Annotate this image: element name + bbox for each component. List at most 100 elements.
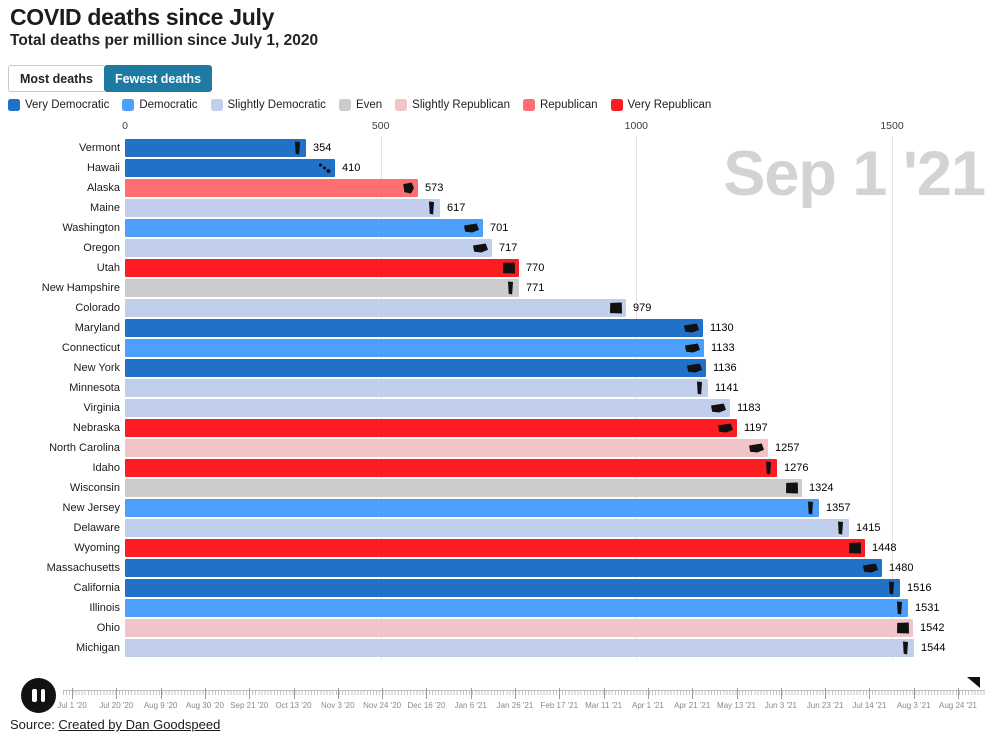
legend-item: Slightly Democratic [210,99,326,111]
page-title: COVID deaths since July [10,4,275,30]
state-bar [125,259,519,277]
legend-swatch [210,99,223,111]
source-link[interactable]: Created by Dan Goodspeed [58,717,221,732]
timeline-tick-label: Aug 9 '20 [143,701,178,710]
bar-row: Illinois 1531 [0,599,1000,617]
state-silhouette-icon [428,201,435,215]
state-silhouette-icon [888,581,895,595]
state-silhouette-icon [718,423,733,433]
state-label: Minnesota [69,382,120,394]
legend-item: Democratic [122,99,198,111]
state-bar [125,239,492,257]
bar-row: Michigan 1544 [0,639,1000,657]
state-bar [125,419,737,437]
timeline-major-tick [382,688,384,699]
timeline-major-tick [603,688,605,699]
legend-swatch [338,99,351,111]
state-label: California [73,582,120,594]
state-silhouette-icon [684,323,699,333]
state-bar [125,539,865,557]
timeline-major-tick [337,688,339,699]
timeline-slider-track[interactable] [63,690,985,697]
bar-value-label: 1136 [713,362,737,374]
bar-value-label: 1544 [921,642,946,654]
state-label: Illinois [89,602,120,614]
bar-value-label: 1531 [915,602,940,614]
bar-value-label: 1197 [744,422,768,434]
timeline-major-tick [736,688,738,699]
state-bar [125,159,335,177]
bar-row: Massachusetts 1480 [0,559,1000,577]
timeline-tick-label: Oct 13 '20 [275,701,312,710]
bar-row: Wyoming 1448 [0,539,1000,557]
bar-row: Ohio 1542 [0,619,1000,637]
state-silhouette-icon [837,521,844,535]
gridline [892,136,893,660]
timeline-major-tick [293,688,295,699]
legend-item: Even [338,99,382,111]
legend-item: Very Democratic [8,99,109,111]
x-axis-tick: 500 [371,120,390,132]
page-subtitle: Total deaths per million since July 1, 2… [10,32,319,49]
state-silhouette-icon [902,641,909,655]
legend-swatch [522,99,535,111]
bar-row: Nebraska 1197 [0,419,1000,437]
bar-row: Washington 701 [0,219,1000,237]
timeline-slider-handle[interactable] [967,677,980,688]
source-line: Source: Created by Dan Goodspeed [10,717,220,732]
bar-row: Colorado 979 [0,299,1000,317]
timeline-major-tick [515,688,516,699]
pause-icon [40,689,45,702]
timeline-major-tick [958,688,959,699]
legend-label: Democratic [139,99,198,111]
state-bar [125,179,418,197]
fewest-deaths-button[interactable]: Fewest deaths [103,65,213,92]
timeline-tick-label: Jul 20 '20 [99,701,134,710]
state-label: Hawaii [86,162,120,174]
state-bar [125,459,777,477]
most-deaths-button[interactable]: Most deaths [8,65,104,92]
state-label: Michigan [75,642,120,654]
state-label: Oregon [83,242,120,254]
state-silhouette-icon [473,243,488,253]
pause-button[interactable] [21,678,56,713]
bar-value-label: 354 [313,142,332,154]
state-bar [125,619,913,637]
state-silhouette-icon [807,501,814,515]
bar-row: Oregon 717 [0,239,1000,257]
state-bar [125,339,704,357]
bar-value-label: 1276 [784,462,809,474]
state-label: Alaska [86,182,120,194]
timeline-major-tick [825,688,827,699]
legend-label: Slightly Republican [412,99,510,111]
timeline-tick-label: Jan 26 '21 [496,701,534,710]
timeline-major-tick [470,688,472,699]
timeline-tick-label: Aug 24 '21 [938,701,978,710]
state-bar [125,439,768,457]
timeline-tick-label: Jun 23 '21 [806,701,844,710]
state-label: Idaho [92,462,120,474]
state-label: New York [73,362,120,374]
bar-row: Idaho 1276 [0,459,1000,477]
legend-item: Very Republican [610,99,711,111]
timeline-major-tick [72,688,73,699]
legend-swatch [122,99,135,111]
bar-chart: Vermont 354 Hawaii 410 Alaska 573 Maine 617 Wash… [0,139,1000,661]
timeline-major-tick [204,688,206,699]
state-bar [125,319,703,337]
bar-row: Utah 770 [0,259,1000,277]
legend-item: Republican [522,99,598,111]
state-label: Utah [96,262,120,274]
state-label: Delaware [73,522,120,534]
current-date-label: Sep 1 '21 [723,139,986,209]
state-silhouette-icon [863,563,878,573]
state-label: North Carolina [49,442,120,454]
bar-row: California 1516 [0,579,1000,597]
timeline-major-tick [692,688,694,699]
state-silhouette-icon [849,542,861,554]
legend-label: Slightly Democratic [227,99,326,111]
bar-value-label: 701 [490,222,509,234]
bar-value-label: 1141 [715,382,739,394]
state-label: Maine [90,202,120,214]
timeline-tick-label: Dec 16 '20 [407,701,446,710]
